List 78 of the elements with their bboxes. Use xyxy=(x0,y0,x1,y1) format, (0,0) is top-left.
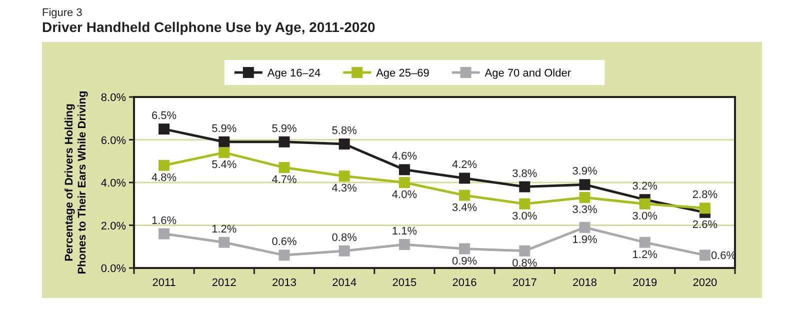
y-tick-label: 0.0% xyxy=(100,263,126,275)
x-tick-label: 2013 xyxy=(272,277,296,289)
y-axis-title: Percentage of Drivers Holding Phones to Their Ears While Driving xyxy=(64,90,88,274)
data-label: 5.9% xyxy=(272,122,297,135)
point xyxy=(699,250,710,261)
x-tick-label: 2015 xyxy=(392,277,417,289)
data-label: 3.4% xyxy=(452,202,478,214)
point xyxy=(218,236,230,248)
point xyxy=(338,245,350,256)
point xyxy=(699,202,710,214)
legend-label: Age 25–69 xyxy=(376,68,430,80)
data-label: 3.0% xyxy=(512,210,538,222)
data-label: 2.8% xyxy=(692,189,718,202)
data-label: 6.5% xyxy=(152,110,177,122)
data-label: 3.2% xyxy=(632,180,658,193)
point xyxy=(278,136,290,148)
x-tick-label: 2018 xyxy=(572,277,597,289)
point xyxy=(278,162,290,174)
x-tick-label: 2011 xyxy=(152,277,176,289)
point xyxy=(579,192,590,203)
x-tick-label: 2014 xyxy=(332,277,357,289)
point xyxy=(158,124,170,135)
point xyxy=(218,147,230,158)
data-label: 5.8% xyxy=(332,125,358,138)
x-tick-label: 2020 xyxy=(692,277,718,289)
data-label: 3.3% xyxy=(572,204,598,216)
point xyxy=(579,222,590,233)
point xyxy=(459,243,470,254)
x-tick-label: 2019 xyxy=(632,277,658,289)
data-label: 0.8% xyxy=(332,232,358,244)
y-tick-label: 6.0% xyxy=(100,134,126,147)
point xyxy=(639,198,650,210)
y-tick-label: 4.0% xyxy=(100,178,126,190)
chart-title: Driver Handheld Cellphone Use by Age, 2011-2020 xyxy=(42,19,376,35)
point xyxy=(459,172,470,184)
data-label: 4.7% xyxy=(272,174,297,186)
data-label: 5.4% xyxy=(212,159,237,172)
point xyxy=(338,170,350,182)
y-tick-label: 2.0% xyxy=(100,220,126,232)
point xyxy=(398,164,410,176)
x-tick-label: 2017 xyxy=(512,277,537,289)
x-tick-label: 2012 xyxy=(212,277,236,289)
data-label: 4.3% xyxy=(332,182,358,195)
point xyxy=(278,250,290,261)
data-label: 0.8% xyxy=(512,257,538,270)
y-tick-label: 8.0% xyxy=(100,92,126,104)
x-tick-label: 2016 xyxy=(452,277,477,289)
data-label: 0.6% xyxy=(272,236,297,248)
data-label: 1.9% xyxy=(572,234,598,246)
data-label: 1.6% xyxy=(152,214,177,227)
data-label: 1.2% xyxy=(632,248,658,261)
data-label: 0.9% xyxy=(452,255,478,268)
point xyxy=(218,136,230,148)
data-label: 3.8% xyxy=(512,168,538,180)
point xyxy=(398,238,410,250)
point xyxy=(158,228,170,240)
point xyxy=(459,190,470,201)
data-label: 4.0% xyxy=(392,189,418,201)
point xyxy=(579,179,590,190)
point xyxy=(519,181,530,192)
data-label: 4.6% xyxy=(392,150,418,163)
point xyxy=(398,177,410,188)
point xyxy=(158,160,170,171)
point xyxy=(338,138,350,150)
point xyxy=(639,236,650,248)
point xyxy=(519,245,530,256)
data-label: 2.6% xyxy=(692,218,718,231)
data-label: 1.2% xyxy=(212,223,237,236)
data-label: 3.9% xyxy=(572,166,598,178)
data-label: 4.8% xyxy=(152,172,177,184)
legend-label: Age 70 and Older xyxy=(484,68,572,80)
legend-label: Age 16–24 xyxy=(267,68,321,80)
data-label: 4.2% xyxy=(452,159,478,172)
point xyxy=(519,198,530,210)
data-label: 5.9% xyxy=(212,122,237,135)
data-label: 3.0% xyxy=(632,210,658,222)
data-label: 1.1% xyxy=(392,225,418,238)
caption: Figure 3 xyxy=(42,7,82,19)
